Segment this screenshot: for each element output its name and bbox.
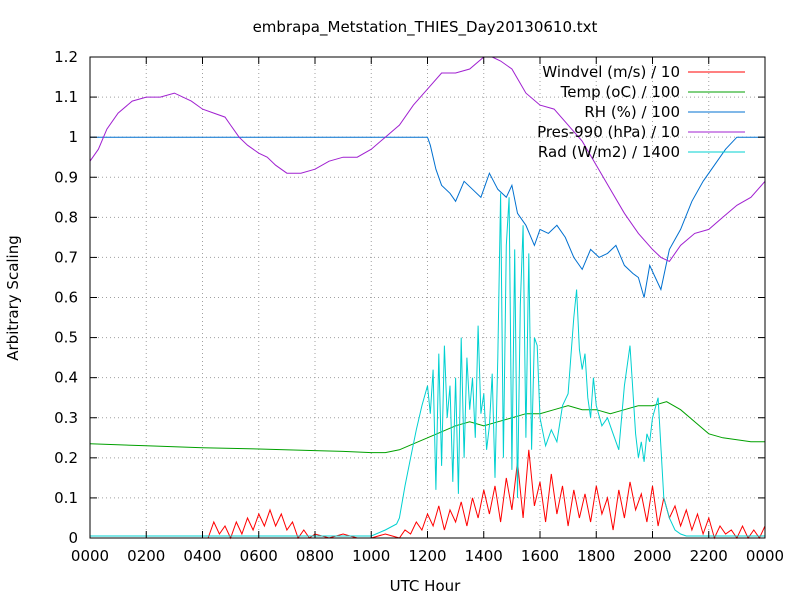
ticks: 0 0.1 0.2 0.3 0.4 0.5 0.6 0.7 0.8 0.9 1 1.1 1.2 0000 0…	[54, 48, 784, 565]
chart-title: embrapa_Metstation_THIES_Day20130610.txt	[253, 18, 598, 37]
x-tick-label: 1800	[577, 547, 615, 565]
y-tick-label: 1.2	[54, 48, 78, 66]
series-layer	[89, 56, 766, 540]
series-line-1	[90, 449, 766, 540]
x-tick-label: 0400	[183, 547, 221, 565]
x-tick-label: 0600	[240, 547, 278, 565]
legend-label: Windvel (m/s) / 10	[542, 63, 680, 81]
legend-label: RH (%) / 100	[584, 103, 680, 121]
series-line-5	[90, 193, 765, 537]
y-tick-label: 0.9	[54, 168, 78, 186]
y-tick-label: 0.7	[54, 248, 78, 266]
y-tick-label: 1	[68, 128, 78, 146]
x-tick-label: 2000	[633, 547, 671, 565]
y-tick-label: 0.6	[54, 289, 78, 307]
y-tick-label: 0.3	[54, 409, 78, 427]
x-tick-label: 0200	[127, 547, 165, 565]
x-tick-label: 0800	[296, 547, 334, 565]
x-tick-label: 1000	[352, 547, 390, 565]
series-line-4	[89, 56, 766, 263]
series-line-3	[90, 136, 765, 298]
y-tick-label: 1.1	[54, 88, 78, 106]
legend-label: Pres-990 (hPa) / 10	[537, 123, 680, 141]
legend-label: Rad (W/m2) / 1400	[538, 143, 680, 161]
x-tick-label: 1200	[408, 547, 446, 565]
legend-label: Temp (oC) / 100	[560, 83, 680, 101]
x-tick-label: 1400	[465, 547, 503, 565]
x-axis-label: UTC Hour	[390, 577, 461, 595]
x-tick-label: 0000	[71, 547, 109, 565]
y-axis-label: Arbitrary Scaling	[4, 235, 22, 361]
y-tick-label: 0.2	[54, 449, 78, 467]
x-tick-label: 2200	[690, 547, 728, 565]
x-tick-label: 0000	[746, 547, 784, 565]
y-tick-label: 0.5	[54, 329, 78, 347]
y-tick-label: 0.8	[54, 208, 78, 226]
y-tick-label: 0.4	[54, 369, 78, 387]
y-tick-label: 0	[68, 529, 78, 547]
legend: Windvel (m/s) / 10 Temp (oC) / 100 RH (%) …	[537, 63, 745, 161]
x-tick-label: 1600	[521, 547, 559, 565]
y-tick-label: 0.1	[54, 489, 78, 507]
